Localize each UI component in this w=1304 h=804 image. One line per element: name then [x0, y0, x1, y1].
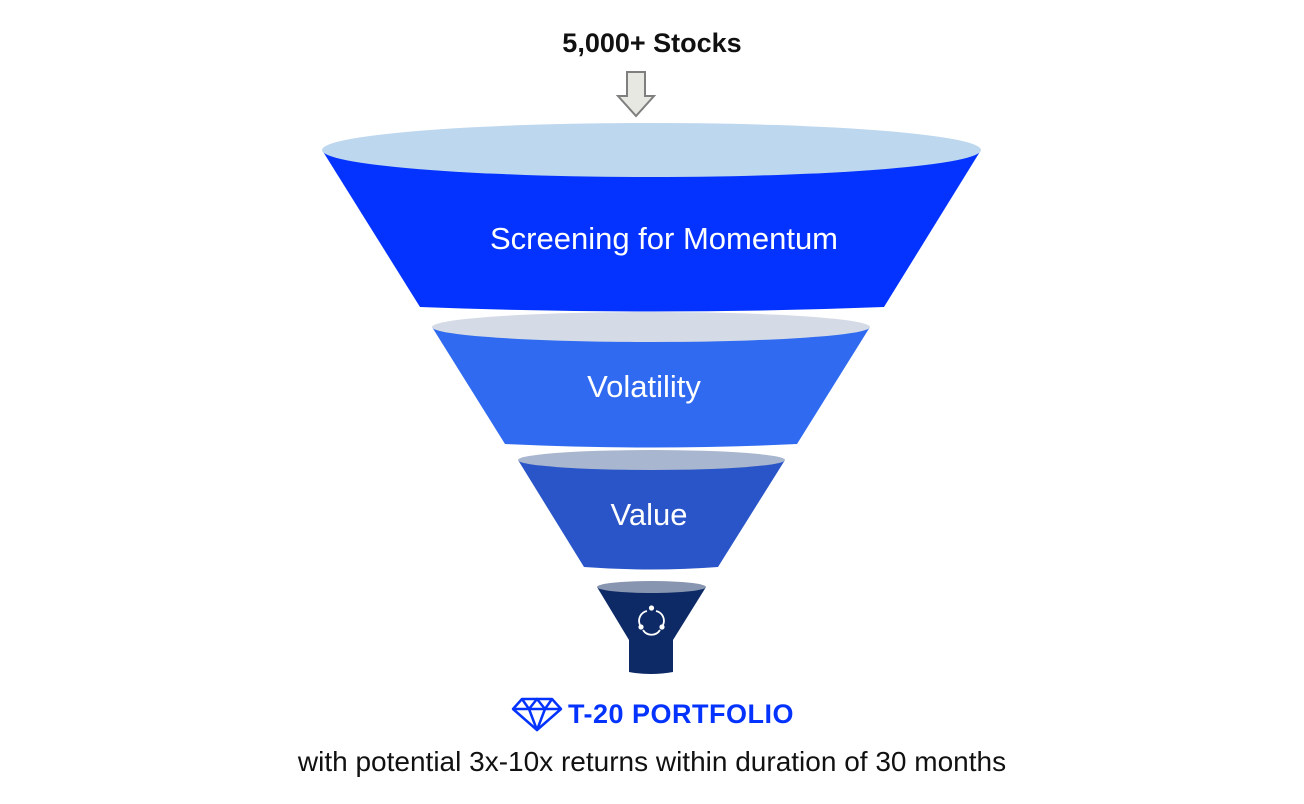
input-label: 5,000+ Stocks: [562, 28, 742, 58]
stage-label-momentum: Screening for Momentum: [490, 221, 838, 256]
funnel-stage-momentum: Screening for Momentum: [322, 123, 981, 312]
stage-label-value: Value: [611, 497, 688, 532]
funnel-stage-value: Value: [518, 450, 785, 570]
output-row: T-20 PORTFOLIO: [0, 696, 1304, 732]
down-arrow-icon: [615, 71, 657, 118]
output-caption: with potential 3x-10x returns within dur…: [297, 746, 1007, 777]
cycle-icon: [638, 605, 665, 636]
diamond-icon: [511, 697, 563, 732]
funnel-stage-volatility: Volatility: [432, 312, 870, 448]
stage-label-volatility: Volatility: [587, 369, 701, 404]
funnel-stage-output: [597, 581, 706, 674]
output-title: T-20 PORTFOLIO: [567, 698, 795, 729]
